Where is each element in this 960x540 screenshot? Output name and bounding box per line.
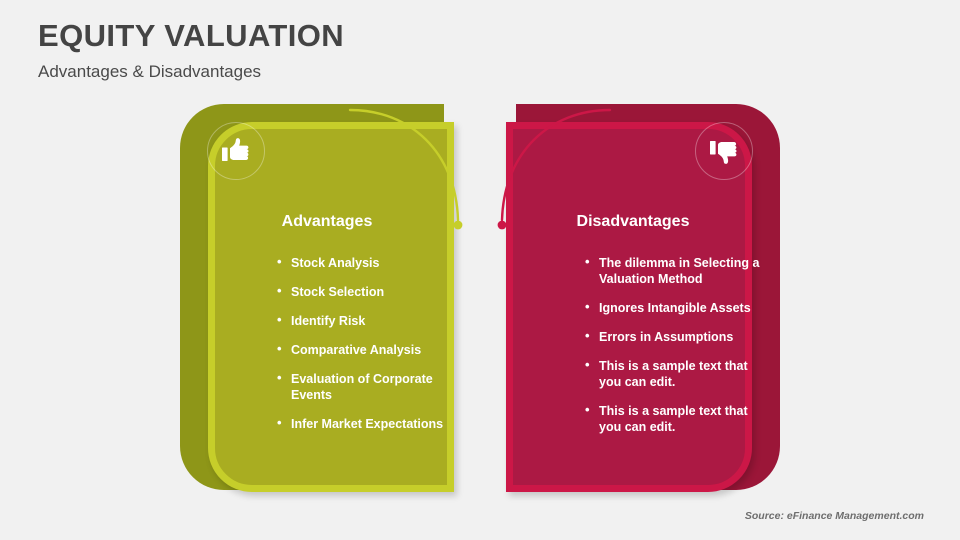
thumbs-up-badge	[207, 122, 265, 180]
list-item: Comparative Analysis	[277, 341, 457, 358]
list-item: Identify Risk	[277, 312, 457, 329]
source-note: Source: eFinance Management.com	[744, 510, 924, 522]
page-title: EQUITY VALUATION	[38, 18, 345, 53]
advantages-front-card: Advantages Stock Analysis Stock Selectio…	[208, 122, 454, 492]
disadvantages-front-card: Disadvantages The dilemma in Selecting a…	[506, 122, 759, 492]
advantages-card: Advantages Stock Analysis Stock Selectio…	[180, 104, 470, 496]
disadvantages-list: The dilemma in Selecting a Valuation Met…	[585, 254, 765, 448]
disadvantages-decorative-swoosh	[497, 108, 612, 230]
list-item: Stock Selection	[277, 283, 457, 300]
list-item: Ignores Intangible Assets	[585, 299, 765, 316]
page-subtitle: Advantages & Disadvantages	[38, 62, 262, 81]
advantages-list: Stock Analysis Stock Selection Identify …	[277, 254, 457, 445]
list-item: This is a sample text that you can edit.	[585, 357, 765, 390]
thumbs-down-icon	[710, 141, 737, 164]
thumbs-up-icon	[222, 138, 249, 161]
list-item: Errors in Assumptions	[585, 328, 765, 345]
list-item: Infer Market Expectations	[277, 415, 457, 432]
disadvantages-card: Disadvantages The dilemma in Selecting a…	[490, 104, 780, 496]
slide-header: EQUITY VALUATION Advantages & Disadvanta…	[38, 16, 638, 85]
list-item: The dilemma in Selecting a Valuation Met…	[585, 254, 765, 287]
list-item: Evaluation of Corporate Events	[277, 370, 457, 403]
advantages-heading: Advantages	[281, 213, 373, 230]
list-item: Stock Analysis	[277, 254, 457, 271]
advantages-decorative-swoosh	[348, 108, 463, 230]
disadvantages-heading: Disadvantages	[576, 213, 690, 230]
thumbs-down-badge	[695, 122, 753, 180]
list-item: This is a sample text that you can edit.	[585, 402, 765, 435]
